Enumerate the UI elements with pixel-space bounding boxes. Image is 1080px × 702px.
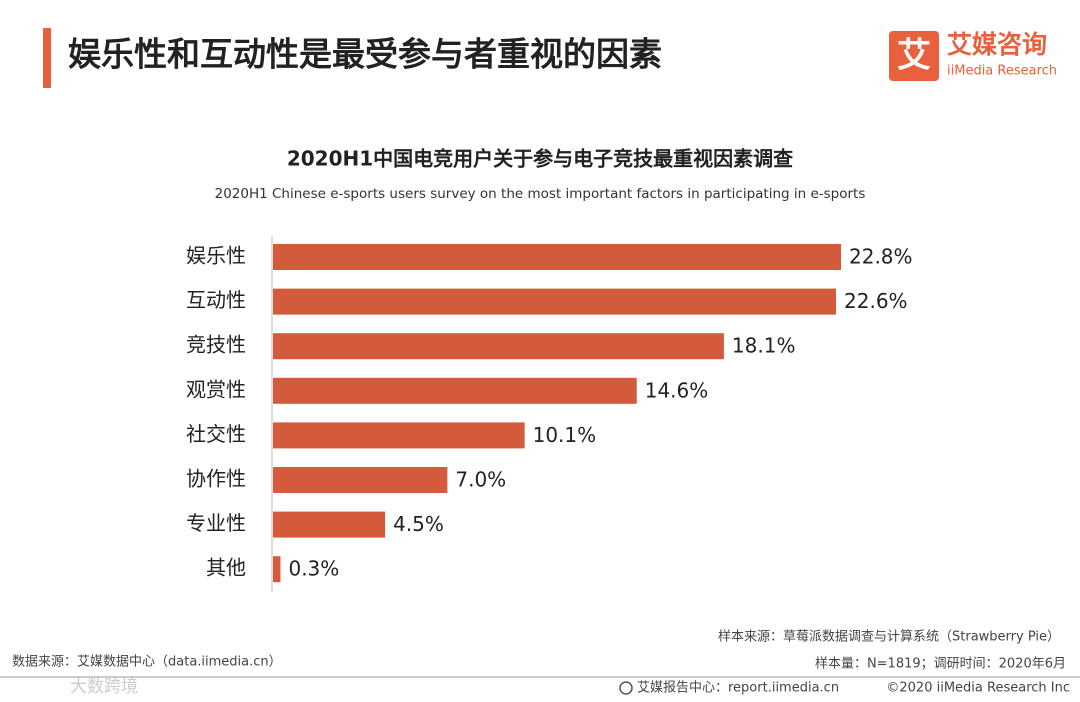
logo-english: iiMedia Research: [947, 64, 1057, 79]
report-icon: [619, 681, 633, 695]
bar: [273, 288, 837, 315]
report-center: 艾媒报告中心：report.iimedia.cn: [637, 681, 839, 696]
sample-size: 样本量：N=1819；调研时间：2020年6月: [815, 657, 1066, 672]
bar: [273, 467, 448, 493]
sample-source: 样本来源：草莓派数据调查与计算系统（Strawberry Pie）: [718, 630, 1060, 645]
bar: [273, 377, 637, 404]
value-label: 4.5%: [393, 512, 444, 536]
chart-subtitle: 2020H1 Chinese e-sports users survey on …: [215, 186, 866, 202]
value-label: 0.3%: [288, 557, 339, 581]
bar: [273, 511, 386, 538]
value-label: 22.8%: [849, 245, 913, 269]
category-label: 观赏性: [186, 377, 246, 401]
page-title: 娱乐性和互动性是最受参与者重视的因素: [68, 35, 662, 74]
bar: [273, 244, 841, 270]
category-label: 互动性: [186, 288, 246, 312]
category-label: 社交性: [186, 422, 246, 446]
value-label: 10.1%: [533, 423, 597, 447]
bar: [273, 422, 525, 449]
value-label: 18.1%: [732, 334, 796, 358]
copyright: ©2020 iiMedia Research Inc: [886, 681, 1070, 696]
value-label: 22.6%: [844, 289, 908, 313]
category-label: 竞技性: [186, 333, 246, 357]
logo-name: 艾媒咨询: [947, 30, 1047, 59]
chart-title: 2020H1中国电竞用户关于参与电子竞技最重视因素调查: [287, 147, 793, 171]
category-label: 其他: [206, 556, 246, 580]
value-label: 14.6%: [645, 378, 709, 402]
bar: [273, 556, 281, 583]
watermark: 大数跨境: [70, 677, 138, 697]
category-label: 娱乐性: [186, 244, 246, 268]
category-label: 协作性: [186, 467, 246, 491]
data-source: 数据来源：艾媒数据中心（data.iimedia.cn）: [12, 655, 282, 670]
logo-icon: [889, 31, 939, 81]
value-label: 7.0%: [455, 468, 506, 492]
title-accent: [43, 28, 51, 88]
logo-mark: 艾: [897, 36, 931, 76]
category-label: 专业性: [186, 511, 246, 535]
bar: [273, 333, 724, 360]
